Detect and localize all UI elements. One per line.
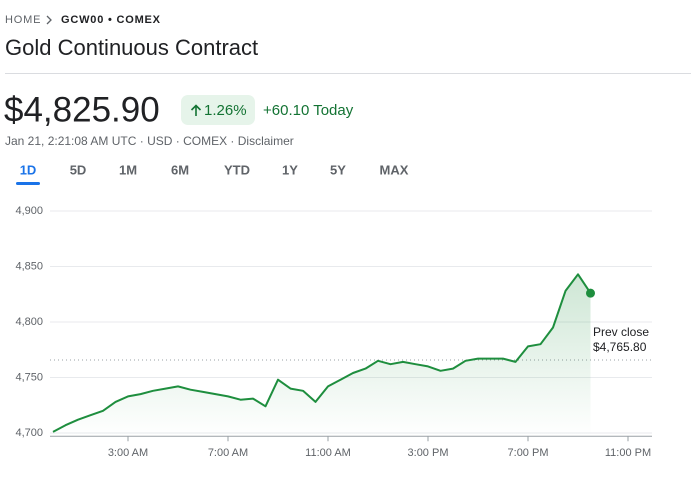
range-tab[interactable]: 1D xyxy=(20,162,37,177)
price: $4,825.90 xyxy=(4,90,160,129)
y-tick-label: 4,850 xyxy=(15,260,43,272)
title: Gold Continuous Contract xyxy=(5,35,258,60)
range-tab[interactable]: YTD xyxy=(224,162,250,177)
x-tick-label: 3:00 AM xyxy=(108,447,148,459)
x-tick-label: 7:00 AM xyxy=(208,447,248,459)
change-badge xyxy=(181,95,255,125)
range-tab[interactable]: 6M xyxy=(171,162,189,177)
up-arrow xyxy=(190,104,202,116)
chart: 4,700 4,750 4,800 4,850 4,900 3:00 AM 7:00 AM 1… xyxy=(15,205,652,459)
range-tabs: 1D 5D 1M 6M YTD 1Y 5Y MAX xyxy=(16,162,409,185)
last-point xyxy=(586,288,595,298)
range-tab[interactable]: 5Y xyxy=(330,162,346,177)
breadcrumb-home[interactable]: HOME xyxy=(5,14,41,26)
x-tick-label: 11:00 AM xyxy=(305,447,351,459)
y-tick-label: 4,900 xyxy=(15,205,43,217)
range-tab[interactable]: 1Y xyxy=(282,162,298,177)
prev-close-value: $4,765.80 xyxy=(593,340,647,354)
range-tab[interactable]: 1M xyxy=(119,162,137,177)
area xyxy=(53,274,591,437)
y-tick-label: 4,700 xyxy=(15,427,43,439)
breadcrumb-chevron xyxy=(46,15,52,25)
quote-meta: Jan 21, 2:21:08 AM UTC · USD · COMEX · D… xyxy=(5,134,294,148)
x-tick-label: 3:00 PM xyxy=(408,447,449,459)
tab-underline xyxy=(16,182,40,185)
prev-close-label: Prev close xyxy=(593,325,649,339)
change-pct: 1.26% xyxy=(204,102,247,119)
range-tab[interactable]: 5D xyxy=(70,162,87,177)
x-tick-label: 11:00 PM xyxy=(605,447,651,459)
range-tab[interactable]: MAX xyxy=(380,162,409,177)
x-tick-label: 7:00 PM xyxy=(508,447,549,459)
y-tick-label: 4,800 xyxy=(15,316,43,328)
breadcrumb-current: GCW00 • COMEX xyxy=(61,14,161,26)
change-today: +60.10 Today xyxy=(263,102,354,119)
price-line xyxy=(52,273,592,433)
y-tick-label: 4,750 xyxy=(15,371,43,383)
